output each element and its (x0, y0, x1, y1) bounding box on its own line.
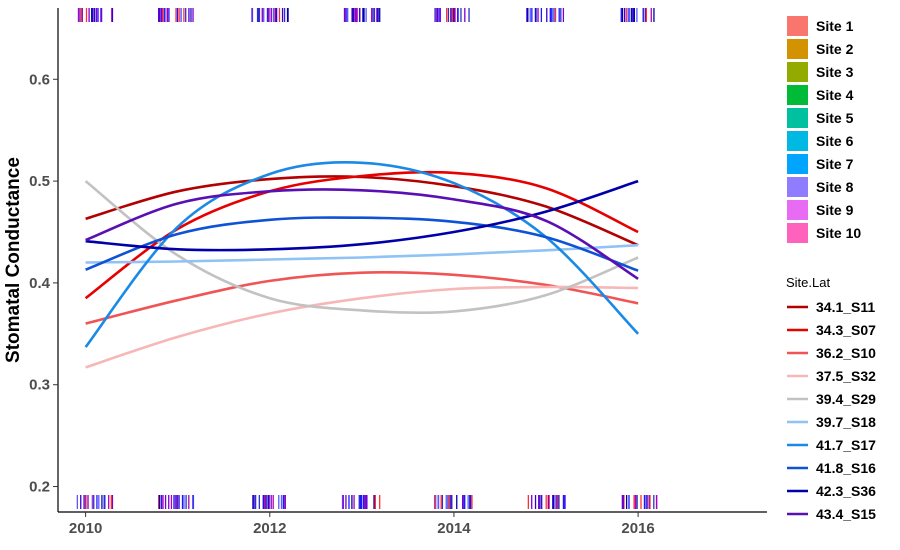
series-line-36.2_S10 (85, 271, 639, 325)
site-legend-key (787, 16, 808, 36)
series-legend-label: 43.4_S15 (816, 506, 876, 522)
series-line-37.5_S32 (85, 285, 639, 369)
x-tick-label: 2012 (253, 520, 286, 537)
y-tick-label: 0.2 (29, 479, 50, 496)
site-legend-key (787, 200, 808, 220)
site-legend-key (787, 177, 808, 197)
site-legend-key (787, 62, 808, 82)
site-legend-key (787, 108, 808, 128)
series-line-42.3_S36 (85, 179, 639, 252)
site-legend-label: Site 1 (816, 18, 854, 34)
x-tick-label: 2014 (437, 520, 471, 537)
series-legend-label: 34.3_S07 (816, 322, 876, 338)
site-legend-label: Site 10 (816, 225, 861, 241)
series-legend-label: 42.3_S36 (816, 483, 876, 499)
y-tick-label: 0.5 (29, 173, 50, 190)
y-tick-label: 0.4 (29, 275, 51, 292)
series-legend-label: 37.5_S32 (816, 368, 876, 384)
series-lines (84, 161, 640, 369)
series-legend-label: 39.7_S18 (816, 414, 876, 430)
site-legend: Site 1 Site 2 Site 3 Site 4 Site 5 Site 6 Site… (787, 16, 861, 243)
series-legend: 34.1_S11 34.3_S07 36.2_S10 37.5_S32 39.4_S29… (787, 299, 876, 522)
series-line-39.4_S29 (84, 180, 639, 315)
site-legend-label: Site 3 (816, 64, 854, 80)
site-legend-label: Site 4 (816, 87, 854, 103)
series-line-39.7_S18 (85, 243, 639, 264)
site-legend-label: Site 6 (816, 133, 854, 149)
series-legend-label: 41.7_S17 (816, 437, 876, 453)
axes (57, 8, 767, 513)
site-legend-label: Site 8 (816, 179, 854, 195)
rug-marks (76, 8, 658, 509)
series-legend-label: 41.8_S16 (816, 460, 876, 476)
series-legend-label: 34.1_S11 (816, 299, 875, 315)
x-tick-label: 2010 (69, 520, 102, 537)
site-legend-label: Site 9 (816, 202, 854, 218)
site-legend-label: Site 5 (816, 110, 854, 126)
series-legend-label: 39.4_S29 (816, 391, 876, 407)
site-legend-label: Site 2 (816, 41, 854, 57)
site-legend-key (787, 131, 808, 151)
y-tick-label: 0.3 (29, 377, 50, 394)
site-legend-key (787, 85, 808, 105)
y-tick-label: 0.6 (29, 71, 50, 88)
x-tick-label: 2016 (621, 520, 654, 537)
site-legend-label: Site 7 (816, 156, 854, 172)
series-legend-title: Site.Lat (786, 275, 830, 290)
site-legend-key (787, 154, 808, 174)
site-legend-key (787, 39, 808, 59)
series-legend-label: 36.2_S10 (816, 345, 876, 361)
site-legend-key (787, 223, 808, 243)
y-axis-title: Stomatal Conductance (3, 157, 24, 363)
tick-labels: 2010 2012 2014 2016 0.2 0.3 0.4 0.5 0.6 (29, 71, 655, 537)
series-line-43.4_S15 (85, 188, 639, 280)
series-line-41.8_S16 (85, 216, 639, 272)
series-line-34.3_S07 (84, 170, 639, 300)
